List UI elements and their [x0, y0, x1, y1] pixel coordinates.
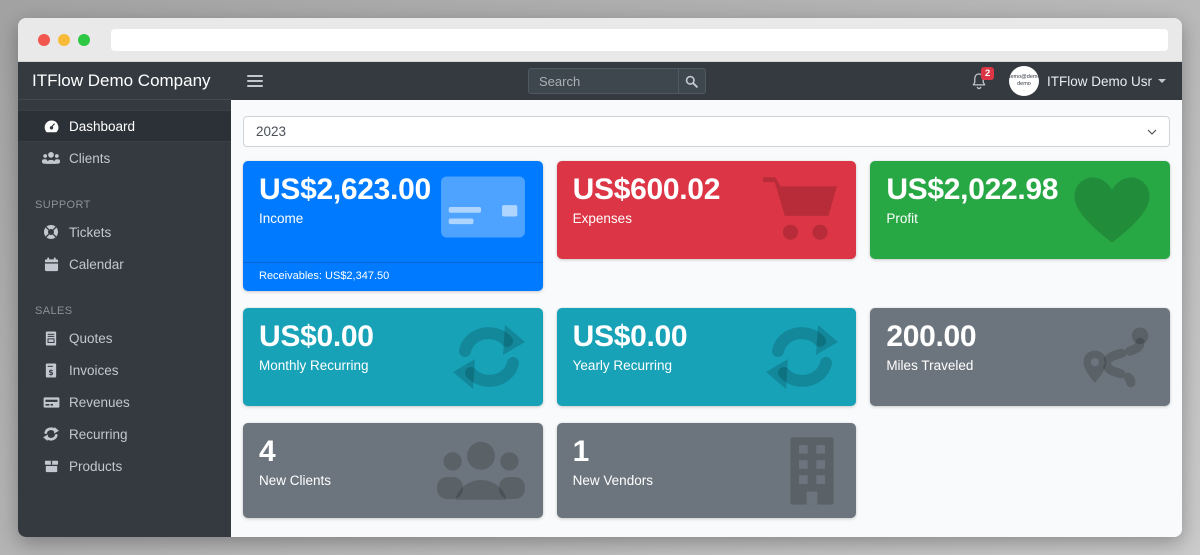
browser-chrome: [18, 18, 1182, 62]
monthly-recurring-card[interactable]: US$0.00 Monthly Recurring: [243, 308, 543, 406]
sidebar-item-label: Calendar: [69, 256, 124, 272]
new-vendors-value: 1: [572, 435, 590, 468]
avatar-text: demo@demo: [1008, 73, 1039, 80]
sidebar-section-sales: SALES: [35, 305, 73, 317]
sidebar-section-support: SUPPORT: [35, 199, 91, 211]
chevron-down-icon: [1157, 79, 1166, 83]
sidebar-item-products[interactable]: Products: [18, 450, 231, 482]
profit-card[interactable]: US$2,022.98 Profit: [870, 161, 1170, 259]
user-menu[interactable]: ITFlow Demo Usr: [1047, 74, 1166, 89]
sync-icon: [452, 325, 525, 389]
sidebar-item-label: Invoices: [69, 362, 119, 378]
year-select[interactable]: 2023: [243, 116, 1170, 147]
expenses-value: US$600.02: [572, 173, 721, 206]
notification-count-badge: 2: [980, 67, 995, 81]
sidebar-item-label: Revenues: [69, 394, 130, 410]
yearly-recurring-value: US$0.00: [572, 320, 688, 353]
tachometer-icon: [42, 118, 60, 135]
new-vendors-label: New Vendors: [572, 472, 653, 488]
expenses-card[interactable]: US$600.02 Expenses: [556, 161, 857, 259]
sidebar-item-dashboard[interactable]: Dashboard: [18, 110, 231, 142]
users-icon: [436, 439, 525, 503]
new-clients-value: 4: [259, 435, 276, 468]
income-card[interactable]: US$2,623.00 Income Receivables: US$2,347…: [243, 161, 543, 291]
miles-traveled-card[interactable]: 200.00 Miles Traveled: [870, 308, 1170, 406]
avatar[interactable]: demo@demo demo: [1008, 66, 1039, 96]
route-icon: [1082, 326, 1152, 389]
sidebar-item-quotes[interactable]: Quotes: [18, 322, 231, 354]
svg-text:$: $: [48, 368, 53, 377]
close-button[interactable]: [38, 33, 50, 46]
top-navbar: 2 demo@demo demo ITFlow Demo Usr: [231, 62, 1182, 100]
notifications-button[interactable]: 2: [971, 67, 995, 90]
file-invoice-dollar-icon: $: [42, 362, 60, 378]
users-icon: [42, 151, 60, 165]
sidebar-item-tickets[interactable]: Tickets: [18, 216, 231, 248]
sidebar-item-clients[interactable]: Clients: [18, 142, 231, 174]
income-value: US$2,623.00: [259, 173, 431, 206]
calendar-icon: [42, 256, 60, 272]
search-group: [527, 68, 706, 94]
search-button[interactable]: [677, 68, 706, 94]
income-label: Income: [259, 210, 304, 226]
yearly-recurring-card[interactable]: US$0.00 Yearly Recurring: [556, 308, 857, 406]
search-icon: [685, 75, 699, 88]
shopping-cart-icon: [762, 176, 838, 244]
brand-link[interactable]: ITFlow Demo Company: [18, 62, 231, 100]
sidebar-item-revenues[interactable]: Revenues: [18, 386, 231, 418]
monthly-recurring-label: Monthly Recurring: [259, 357, 369, 373]
chevron-down-icon: [1147, 129, 1157, 135]
dashboard-content: 2023 US$2,623.00 Income: [231, 100, 1182, 537]
monthly-recurring-value: US$0.00: [259, 320, 374, 353]
building-icon: [786, 436, 838, 506]
sync-icon: [42, 427, 60, 441]
new-vendors-card[interactable]: 1 New Vendors: [556, 423, 857, 518]
new-clients-card[interactable]: 4 New Clients: [243, 423, 543, 518]
credit-card-icon: [440, 176, 525, 238]
miles-traveled-label: Miles Traveled: [886, 357, 974, 373]
sidebar-item-label: Clients: [69, 150, 111, 166]
sync-icon: [766, 325, 839, 389]
file-invoice-icon: [42, 330, 60, 346]
minimize-button[interactable]: [58, 33, 70, 46]
expenses-label: Expenses: [572, 210, 632, 226]
avatar-text: demo: [1017, 81, 1031, 87]
sidebar-item-calendar[interactable]: Calendar: [18, 248, 231, 280]
sidebar-nav: Dashboard Clients SUPPORT Tickets: [18, 100, 231, 482]
user-name: ITFlow Demo Usr: [1046, 73, 1152, 89]
sidebar-toggle-icon[interactable]: [247, 72, 263, 90]
sidebar-item-label: Tickets: [69, 224, 112, 240]
income-receivables: Receivables: US$2,347.50: [243, 262, 543, 291]
profit-value: US$2,022.98: [886, 173, 1059, 206]
sidebar-item-label: Products: [69, 458, 123, 474]
search-input[interactable]: [527, 68, 678, 94]
year-select-value: 2023: [256, 124, 287, 139]
box-icon: [42, 459, 60, 473]
money-check-icon: [42, 396, 60, 409]
sidebar-item-label: Recurring: [69, 426, 128, 442]
sidebar-item-label: Quotes: [69, 330, 113, 346]
sidebar-item-label: Dashboard: [69, 118, 136, 134]
sidebar-item-invoices[interactable]: $ Invoices: [18, 354, 231, 386]
profit-label: Profit: [886, 210, 918, 226]
browser-window: ITFlow Demo Company Dashboard Clients: [18, 18, 1182, 537]
heart-icon: [1072, 175, 1152, 245]
url-bar[interactable]: [111, 28, 1168, 51]
maximize-button[interactable]: [78, 33, 90, 46]
yearly-recurring-label: Yearly Recurring: [572, 357, 672, 373]
new-clients-label: New Clients: [259, 472, 332, 488]
miles-traveled-value: 200.00: [886, 320, 977, 353]
life-ring-icon: [42, 224, 60, 240]
sidebar: ITFlow Demo Company Dashboard Clients: [18, 62, 231, 537]
sidebar-item-recurring[interactable]: Recurring: [18, 418, 231, 450]
